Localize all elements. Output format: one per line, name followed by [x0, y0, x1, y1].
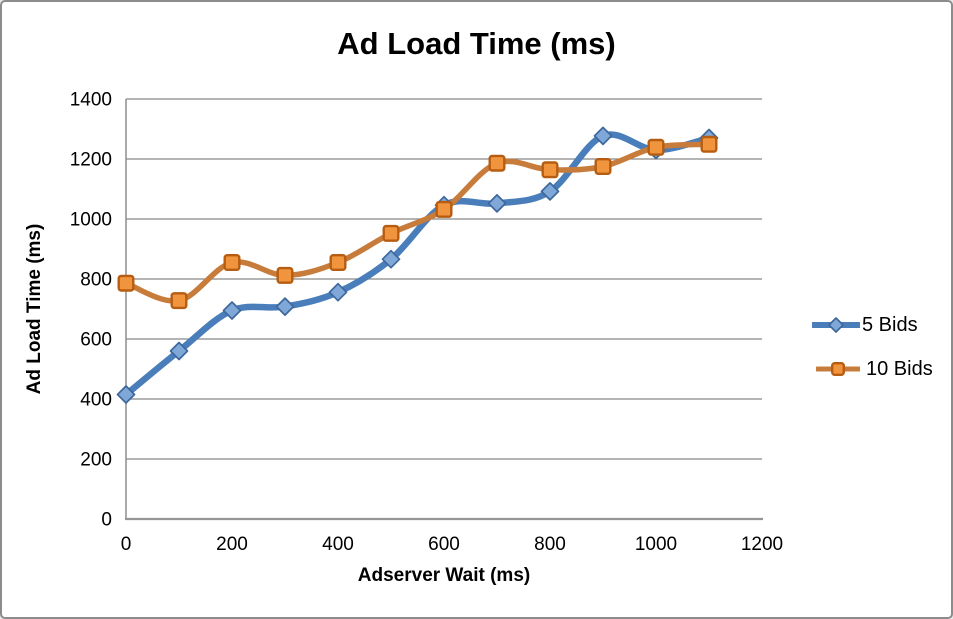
y-tick-label-800: 800 [80, 270, 112, 291]
y-tick-label-600: 600 [80, 330, 112, 351]
series-line-10-bids [123, 141, 712, 304]
data-point-5-bids-x400 [328, 282, 348, 302]
legend-line-square-icon [816, 362, 860, 377]
series-line-5-bids [122, 131, 713, 398]
x-axis-title: Adserver Wait (ms) [357, 565, 531, 586]
data-point-10-bids-x800 [541, 161, 559, 179]
data-point-5-bids-x700 [487, 194, 507, 213]
data-point-5-bids-x0 [116, 385, 136, 404]
data-point-5-bids-x900 [593, 126, 613, 146]
data-point-5-bids-x800 [540, 182, 560, 201]
x-tick-label-0: 0 [121, 534, 132, 555]
data-point-10-bids-x1100 [700, 135, 718, 153]
x-tick-label-1200: 1200 [741, 534, 783, 555]
data-point-10-bids-x1000 [647, 138, 665, 156]
y-tick-label-1200: 1200 [70, 150, 112, 171]
y-tick-label-1000: 1000 [70, 210, 112, 231]
legend-item-5-bids[interactable]: 5 Bids [812, 312, 933, 338]
legend-label-10-bids: 10 Bids [866, 357, 933, 380]
x-tick-label-800: 800 [534, 534, 566, 555]
data-point-10-bids-x300 [276, 266, 294, 284]
data-point-5-bids-x300 [275, 297, 295, 316]
data-point-10-bids-x600 [435, 200, 453, 218]
legend-line-diamond-icon [812, 317, 860, 333]
y-tick-label-200: 200 [80, 450, 112, 471]
chart-title: Ad Load Time (ms) [337, 26, 616, 61]
legend-marker-0 [828, 317, 844, 333]
y-tick-label-1400: 1400 [70, 90, 112, 111]
data-point-10-bids-x200 [223, 253, 241, 271]
x-tick-label-400: 400 [322, 534, 354, 555]
data-point-5-bids-x500 [381, 249, 401, 269]
y-tick-label-400: 400 [80, 390, 112, 411]
x-tick-label-600: 600 [428, 534, 460, 555]
data-point-5-bids-x100 [169, 341, 189, 361]
data-point-10-bids-x0 [117, 274, 135, 292]
data-point-10-bids-x400 [329, 253, 347, 271]
y-tick-label-0: 0 [101, 510, 112, 531]
legend-marker-1 [831, 362, 846, 377]
y-axis-title: Ad Load Time (ms) [24, 223, 45, 395]
data-point-10-bids-x700 [488, 154, 506, 172]
x-tick-label-1000: 1000 [635, 534, 677, 555]
legend-label-5-bids: 5 Bids [862, 313, 918, 336]
data-point-5-bids-x200 [222, 301, 242, 320]
data-point-10-bids-x900 [594, 157, 612, 175]
data-point-10-bids-x100 [170, 292, 188, 310]
data-point-10-bids-x500 [382, 224, 400, 242]
x-tick-label-200: 200 [216, 534, 248, 555]
legend: 5 Bids 10 Bids [812, 312, 933, 400]
legend-item-10-bids[interactable]: 10 Bids [816, 356, 933, 382]
